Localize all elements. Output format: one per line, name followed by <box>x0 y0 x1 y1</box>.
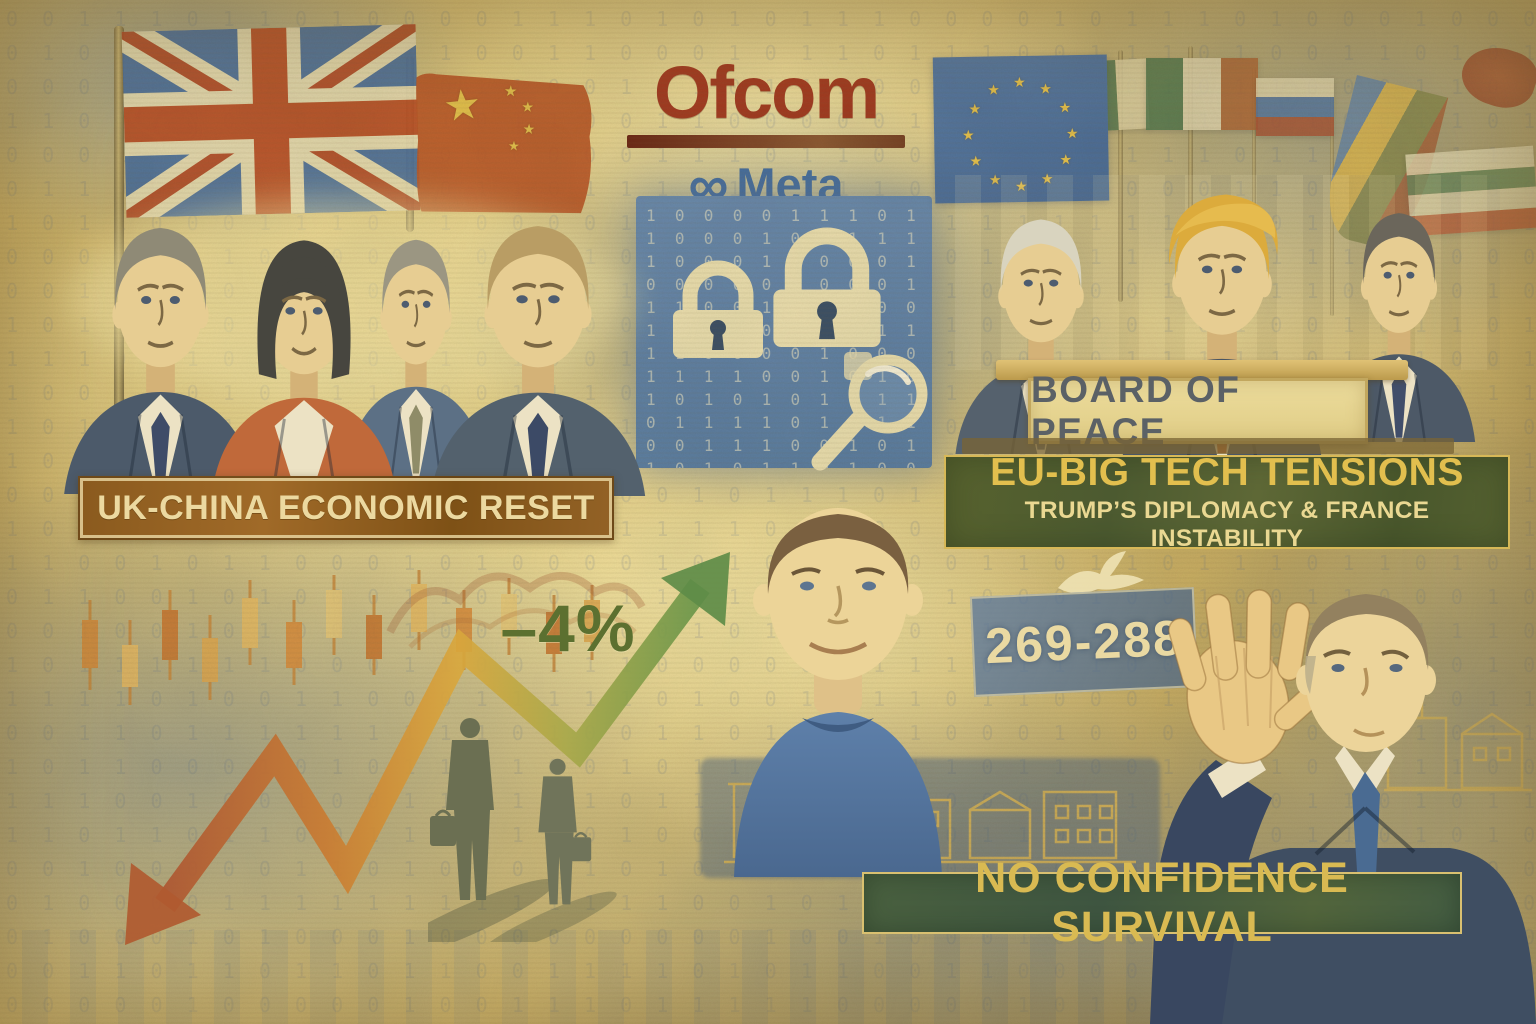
china-flag-small-star: ★ <box>521 98 535 115</box>
china-flag-small-star: ★ <box>503 82 518 101</box>
eu-big-tech-banner: EU-BIG TECH TENSIONS TRUMP’S DIPLOMACY &… <box>944 451 1510 552</box>
white-blue-red-flag <box>1256 78 1334 136</box>
eu-flag-star: ★ <box>961 126 975 144</box>
ofcom-logo: Ofcom <box>653 51 880 134</box>
uk-china-headline: UK-CHINA ECONOMIC RESET <box>97 488 595 527</box>
red-banner-corner <box>1454 37 1536 117</box>
china-flag-large-star: ★ <box>441 79 484 131</box>
tricolor-flag <box>1146 58 1258 130</box>
eu-flag-star: ★ <box>1059 151 1073 168</box>
eu-flag-star: ★ <box>968 100 982 117</box>
ofcom-underline <box>627 135 905 148</box>
china-flag-small-star: ★ <box>522 120 536 138</box>
padlock-large-icon <box>766 220 888 354</box>
eu-flag-star: ★ <box>1058 99 1072 116</box>
china-flag: ★ ★ ★ ★ ★ <box>412 71 599 221</box>
china-flag-small-star: ★ <box>507 138 520 154</box>
no-confidence-headline: NO CONFIDENCE SURVIVAL <box>975 854 1349 951</box>
zuckerberg-figure <box>688 492 988 877</box>
walking-businessmen <box>380 712 628 961</box>
eu-flag: ★ ★ ★ ★ ★ ★ ★ ★ ★ ★ ★ ★ <box>932 54 1110 204</box>
uk-politician-4 <box>424 206 652 497</box>
gdp-change-label: –4% <box>478 590 658 666</box>
eu-big-tech-subheadline: TRUMP’S DIPLOMACY & FRANCE INSTABILITY <box>1024 497 1430 552</box>
board-of-peace-plaque: BOARD OF PEACE <box>1028 369 1368 452</box>
eu-flag-star: ★ <box>988 171 1002 188</box>
magnifier-icon <box>806 350 942 472</box>
eu-flag-star: ★ <box>1040 170 1054 187</box>
eu-flag-star: ★ <box>1014 177 1028 195</box>
uk-politician-2 <box>206 224 402 495</box>
eu-flag-star: ★ <box>987 81 1001 98</box>
french-pm-figure <box>1120 560 1536 1024</box>
no-confidence-banner: NO CONFIDENCE SURVIVAL <box>862 854 1462 951</box>
ofcom-meta-logos: Ofcom ∞ Meta <box>610 50 922 212</box>
uk-china-banner: UK-CHINA ECONOMIC RESET <box>78 476 614 540</box>
eu-big-tech-headline: EU-BIG TECH TENSIONS <box>990 451 1464 494</box>
eu-flag-star: ★ <box>1065 124 1079 142</box>
eu-flag-star: ★ <box>969 152 983 169</box>
eu-flag-star: ★ <box>1039 80 1052 97</box>
uk-flag <box>112 9 430 233</box>
gdp-change-value: –4% <box>500 591 636 665</box>
eu-flag-star: ★ <box>1013 73 1026 91</box>
padlock-small-icon <box>668 252 768 362</box>
